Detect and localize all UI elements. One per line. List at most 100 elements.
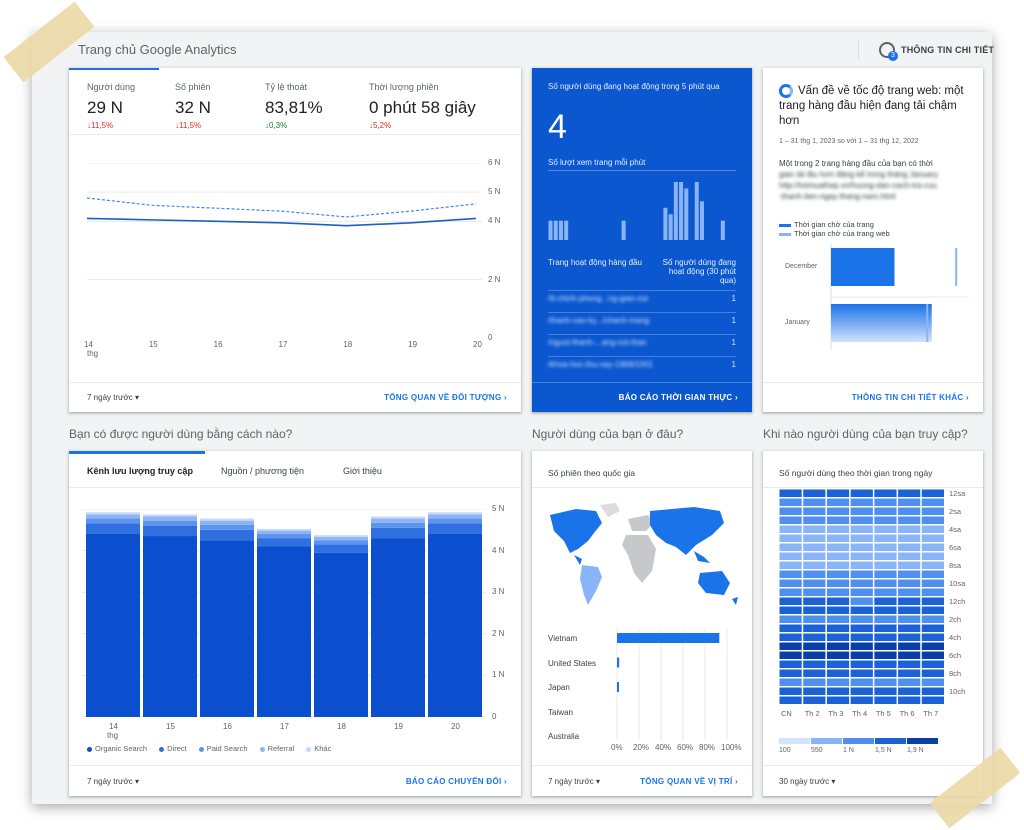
legend-label: Direct xyxy=(167,744,187,753)
day-label: Th 6 xyxy=(899,709,915,718)
previous-period-line xyxy=(87,197,477,218)
top-page-link[interactable]: /khoa-hoc-thu-nay-1968/1001 xyxy=(548,360,653,369)
divider xyxy=(532,487,752,488)
central-america-shape xyxy=(574,555,582,565)
x-tick-label: 40% xyxy=(655,743,672,752)
heatmap-cell xyxy=(850,525,873,533)
hour-label: 6sa xyxy=(949,543,962,552)
heatmap-cell xyxy=(874,534,897,542)
time-question: Khi nào người dùng của bạn truy cập? xyxy=(763,427,968,441)
heatmap-cell xyxy=(803,687,826,695)
insights-label: THÔNG TIN CHI TIẾT xyxy=(901,45,995,55)
heatmap-cell xyxy=(850,534,873,542)
heatmap-cell xyxy=(874,678,897,686)
metric-sessions[interactable]: Số phiên 32 N ↓11,5% xyxy=(175,82,211,130)
heatmap-cell xyxy=(850,498,873,506)
top-pages-header: Trang hoạt động hàng đầu xyxy=(548,258,643,267)
country-bar-chart xyxy=(616,629,728,741)
date-range-dropdown[interactable]: 7 ngày trước ▾ xyxy=(87,393,139,402)
heatmap-cell xyxy=(826,525,850,533)
top-page-link[interactable]: /thanh-cao-ky.../chanh-mang xyxy=(548,316,650,325)
heatmap-cell xyxy=(921,525,944,533)
heatmap-cell xyxy=(803,597,826,605)
divider xyxy=(763,382,983,383)
tab-referrals[interactable]: Giới thiệu xyxy=(343,466,382,476)
y-tick-label: 6 N xyxy=(488,158,501,167)
heatmap-cell xyxy=(850,687,873,695)
x-month-label: thg xyxy=(107,731,119,740)
heatmap-cell xyxy=(921,633,944,641)
pageview-bar xyxy=(564,220,569,240)
heatmap-cell xyxy=(850,615,873,623)
legend-dot xyxy=(87,746,92,752)
hour-label: 12sa xyxy=(949,489,966,498)
insights-button[interactable]: 3 THÔNG TIN CHI TIẾT xyxy=(858,40,995,61)
scale-swatch xyxy=(875,738,906,744)
stacked-bar-segment xyxy=(314,544,368,553)
heatmap-cell xyxy=(898,534,921,542)
date-range-dropdown[interactable]: 7 ngày trước ▾ xyxy=(87,777,139,786)
heatmap-cell xyxy=(779,588,802,596)
legend-item: Organic Search xyxy=(87,744,147,753)
insight-body: Một trong 2 trang hàng đầu của bạn có th… xyxy=(779,159,939,201)
stacked-bar-segment xyxy=(371,538,425,717)
x-tick-label: 18 xyxy=(343,340,353,349)
users-series-line xyxy=(87,217,477,227)
date-range-dropdown[interactable]: 30 ngày trước ▾ xyxy=(779,777,836,786)
heatmap-cell xyxy=(826,543,850,551)
heatmap-cell xyxy=(874,570,897,578)
heatmap-cell xyxy=(779,507,802,515)
heatmap-cell xyxy=(874,507,897,515)
x-tick-label: 17 xyxy=(278,340,288,349)
metric-session-duration[interactable]: Thời lượng phiên 0 phút 58 giây ↓5,2% xyxy=(369,82,476,130)
acquisition-question: Bạn có được người dùng bằng cách nào? xyxy=(69,427,293,441)
heatmap-cell xyxy=(898,516,921,524)
scale-swatch xyxy=(779,738,810,744)
heatmap-cell xyxy=(921,579,944,587)
heatmap-cell xyxy=(779,525,802,533)
metric-bounce-rate[interactable]: Tỷ lệ thoát 83,81% ↓0,3% xyxy=(265,82,323,130)
heatmap-cell xyxy=(826,516,850,524)
top-page-link[interactable]: /nguoi-thanh-...ang-noi-than xyxy=(548,338,647,347)
country-bar xyxy=(617,657,620,668)
x-tick-label: 17 xyxy=(280,722,289,731)
audience-overview-link[interactable]: TỔNG QUAN VỀ ĐỐI TƯỢNG › xyxy=(384,393,507,402)
heatmap-cell xyxy=(874,498,897,506)
heatmap-cell xyxy=(826,561,850,569)
legend-label: Khác xyxy=(314,744,332,753)
date-range-dropdown[interactable]: 7 ngày trước ▾ xyxy=(548,777,600,786)
stacked-bar-segment xyxy=(371,522,425,528)
insight-date-range: 1 – 31 thg 1, 2023 so với 1 – 31 thg 12,… xyxy=(779,138,919,145)
heatmap-cell xyxy=(803,678,826,686)
heatmap-cell xyxy=(779,534,802,542)
day-label: Th 7 xyxy=(923,709,939,718)
stacked-bar-segment xyxy=(143,520,197,526)
country-bar xyxy=(617,682,619,692)
y-tick-label: 4 N xyxy=(488,216,501,226)
insight-card: Vấn đề về tốc độ trang web: một trang hà… xyxy=(763,68,983,412)
insights-icon: 3 xyxy=(879,42,898,61)
heatmap-cell xyxy=(803,642,826,650)
location-overview-link[interactable]: TỔNG QUAN VỀ VỊ TRÍ › xyxy=(640,777,738,786)
heatmap-cell xyxy=(874,552,897,560)
scale-label: 1 N xyxy=(843,747,854,754)
metric-users[interactable]: Người dùng 29 N ↓11,5% xyxy=(87,82,135,130)
hour-label: 8ch xyxy=(949,669,962,678)
tab-channels[interactable]: Kênh lưu lượng truy cập xyxy=(87,466,193,476)
heatmap-cell xyxy=(874,588,897,596)
x-tick-label: 14 xyxy=(109,722,118,731)
caret-down-icon: ▾ xyxy=(595,777,600,786)
insight-row-label: January xyxy=(785,319,810,326)
heatmap-cell xyxy=(803,651,826,659)
day-label: Th 5 xyxy=(875,709,891,718)
heatmap-cell xyxy=(874,561,897,569)
conversion-report-link[interactable]: BÁO CÁO CHUYỂN ĐỔI › xyxy=(405,777,507,786)
insight-title: Vấn đề về tốc độ trang web: một trang hà… xyxy=(779,85,964,127)
realtime-report-link[interactable]: BÁO CÁO THỜI GIAN THỰC › xyxy=(618,393,738,402)
heatmap-cell xyxy=(803,696,826,704)
heatmap-cell xyxy=(921,696,944,704)
more-insights-link[interactable]: THÔNG TIN CHI TIẾT KHÁC › xyxy=(851,393,969,402)
tab-source-medium[interactable]: Nguồn / phương tiện xyxy=(221,466,304,476)
top-page-link[interactable]: /tt-chinh-phong...ng-giao-nui xyxy=(548,294,649,303)
y-tick-label: 2 N xyxy=(488,274,501,284)
